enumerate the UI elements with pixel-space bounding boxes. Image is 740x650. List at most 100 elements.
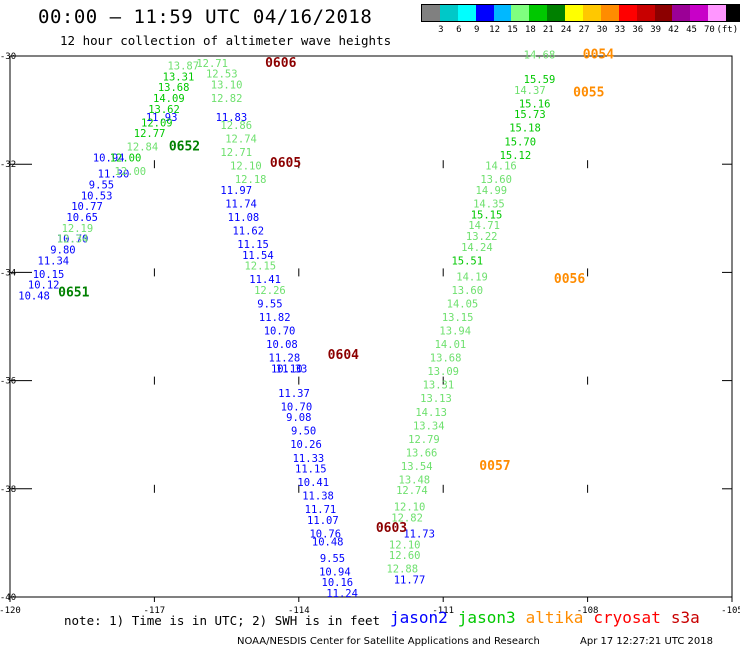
swh-value: 13.68 [158,82,190,94]
swh-value: 11.82 [259,312,291,324]
swh-value: 12.18 [235,174,267,186]
swh-value: 14.68 [524,50,556,62]
legend-swatch [439,5,458,21]
swh-value: 10.76 [309,528,341,540]
swh-value: 9.55 [257,299,282,311]
legend-label: 18 [524,25,536,35]
pass-id: 0055 [573,86,604,101]
chart-title: 00:00 – 11:59 UTC 04/16/2018 [38,6,373,28]
pass-id: 0054 [583,48,614,63]
swh-value: 14.99 [476,185,508,197]
legend-swatch [529,5,548,21]
swh-value: 11.62 [232,226,264,238]
swh-value: 13.09 [427,366,459,378]
swh-value: 14.71 [468,220,500,232]
swh-value: 14.19 [456,272,488,284]
legend-swatch [457,5,476,21]
swh-value: 11.24 [326,588,358,600]
legend-label: 15 [507,25,518,35]
swh-value: 10.48 [312,537,344,549]
x-tick-label: -114 [288,606,310,616]
legend-swatch [654,5,673,21]
swh-value: 12.82 [391,512,423,524]
swh-value: 14.16 [485,161,517,173]
swh-value: 12.60 [389,550,421,562]
swh-value: 10.15 [33,269,65,281]
legend-label: 9 [473,25,480,35]
swh-value: 12.74 [225,134,257,146]
swh-value: 13.10 [211,79,243,91]
swh-value: 12.71 [196,58,228,70]
swh-value: 11.28 [269,353,301,365]
swh-value: 12.53 [206,69,238,81]
swh-value: 12.10 [230,161,262,173]
map-frame [9,55,733,598]
pass-id: 0056 [554,272,585,287]
legend-swatch [672,5,691,21]
chart-subtitle: 12 hour collection of altimeter wave hei… [60,33,392,48]
swh-value: 9.80 [50,244,75,256]
swh-value: 14.05 [447,299,479,311]
swh-value: 12.84 [127,142,159,154]
axis-ticks: -120 -117 -114 -111 -108 -105 -30 -32 -34 -36 -38 -… [0,52,740,616]
swh-value: 12.86 [220,120,252,132]
wave-height-labels: 11.9310.9411.309.5510.5310.7710.6510.709… [18,50,555,600]
swh-value: 13.22 [466,231,498,243]
swh-value: 13.62 [148,104,180,116]
swh-value: 10.77 [71,201,103,213]
pass-id: 0605 [270,156,301,171]
swh-value: 13.60 [451,285,483,297]
swh-value: 13.13 [420,393,452,405]
swh-value: 10.94 [93,152,125,164]
swh-value: 12.88 [386,564,418,576]
swh-value: 14.37 [514,85,546,97]
swh-value: 11.41 [249,274,281,286]
color-scale-swatches [421,4,740,22]
swh-value: 13.31 [163,71,195,83]
legend-label: 27 [578,25,590,35]
legend-label: 45 [686,25,697,35]
swh-value: 10.12 [28,280,60,292]
swh-value: 15.73 [514,109,546,121]
swh-value: 12.26 [254,285,286,297]
swh-value: 14.24 [461,242,493,254]
y-tick-label: -30 [0,52,16,62]
mission-cryosat: cryosat [593,608,661,627]
swh-value: 12.19 [62,223,94,235]
pass-id: 0603 [376,521,407,536]
swh-value: 15.16 [519,98,551,110]
x-tick-label: -111 [432,606,454,616]
swh-value: 15.18 [509,123,541,135]
legend-swatch [690,5,709,21]
swh-value: 15.59 [524,74,556,86]
x-tick-label: -108 [577,606,599,616]
swh-value: 11.77 [394,574,426,586]
swh-value: 11.15 [237,239,269,251]
pass-id: 0606 [265,56,296,71]
legend-swatch [636,5,655,21]
legend-label: 24 [560,25,572,35]
swh-value: 12.71 [220,147,252,159]
map-border [9,55,733,598]
legend-label: (ft) [716,25,739,35]
legend-label: 36 [632,25,644,35]
legend-swatch [422,5,440,21]
swh-value: 9.50 [291,426,316,438]
x-tick-label: -120 [0,606,21,616]
mission-s3a: s3a [670,608,700,627]
legend-swatch [547,5,566,21]
swh-value: 12.15 [244,261,276,273]
swh-value: 12.00 [110,152,142,164]
legend-swatch [565,5,584,21]
swh-value: 11.37 [278,388,310,400]
swh-value: 11.83 [216,112,248,124]
swh-value: 14.01 [435,339,467,351]
footer-timestamp: Apr 17 12:27:21 UTC 2018 [580,636,713,647]
swh-value: 12.79 [408,434,440,446]
footer-credit: NOAA/NESDIS Center for Satellite Applica… [237,636,540,647]
legend-label: 42 [668,25,680,35]
swh-value: 10.10 [271,363,303,375]
swh-value: 12.77 [134,128,166,140]
swh-value: 12.00 [115,166,147,178]
